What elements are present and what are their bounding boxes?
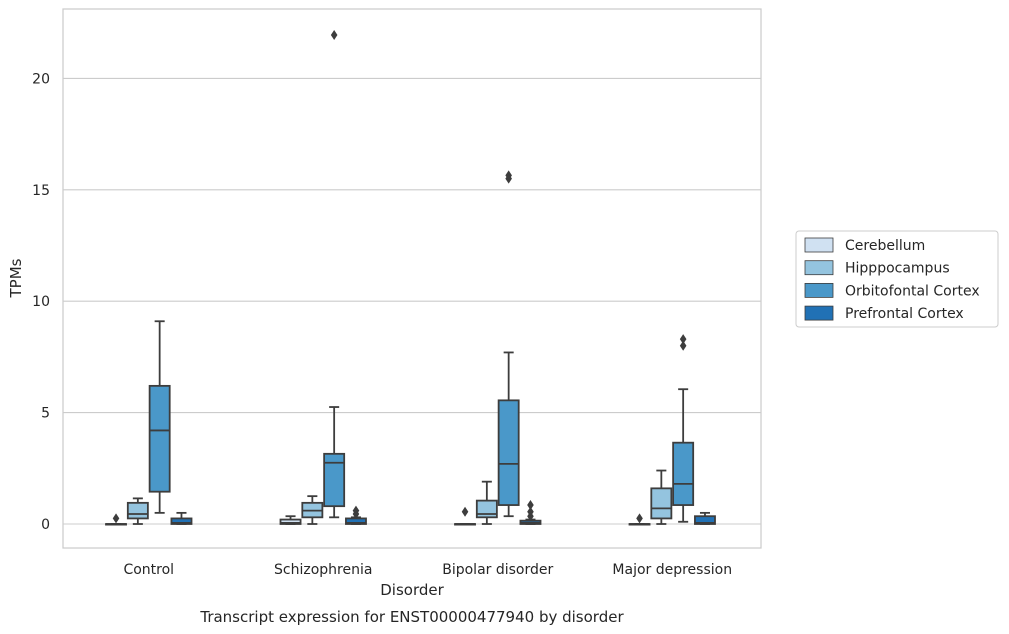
box <box>497 170 520 518</box>
x-axis-title: Disorder <box>380 581 444 599</box>
y-axis-title: TPMs <box>7 258 25 298</box>
box <box>323 29 346 519</box>
legend-label: Cerebellum <box>845 238 925 254</box>
box-body <box>148 384 171 493</box>
boxes <box>105 29 716 526</box>
box <box>279 515 302 525</box>
outlier-point <box>636 513 643 524</box>
box <box>454 506 476 526</box>
box-body <box>497 399 520 506</box>
legend-swatch <box>804 260 834 276</box>
outlier-point <box>461 506 469 517</box>
box-body <box>170 517 193 525</box>
legend-label: Hipppocampus <box>845 261 950 277</box>
box <box>650 469 673 525</box>
legend-label: Prefrontal Cortex <box>845 306 964 322</box>
box <box>672 334 695 523</box>
y-tick-label: 15 <box>32 183 50 199</box>
box <box>345 505 367 525</box>
y-tick-label: 10 <box>32 294 50 310</box>
legend-swatch <box>804 282 834 298</box>
x-tick-labels: Control Schizophrenia Bipolar disorder Majo… <box>123 562 732 578</box>
outlier-point <box>679 334 687 345</box>
outlier-point <box>679 340 687 351</box>
box-body <box>650 487 673 520</box>
box-body <box>126 501 149 520</box>
box <box>475 480 498 525</box>
box <box>628 513 651 526</box>
box <box>694 511 716 525</box>
legend-frame <box>795 230 999 328</box>
y-tick-label: 0 <box>41 517 50 533</box>
outlier-point <box>527 506 534 517</box>
box-body <box>694 515 716 525</box>
box <box>301 495 324 525</box>
chart-title: Transcript expression for ENST0000047794… <box>199 608 624 626</box>
x-tick-label: Bipolar disorder <box>442 562 553 578</box>
x-tick-label: Major depression <box>612 562 732 578</box>
box <box>105 513 127 526</box>
y-tick-labels: 0 5 10 15 20 <box>32 71 50 533</box>
plot-area <box>62 8 762 549</box>
box <box>148 320 171 514</box>
outlier-point <box>352 505 360 516</box>
box <box>519 500 542 525</box>
y-tick-label: 5 <box>41 406 50 422</box>
box-body <box>323 452 346 508</box>
box <box>126 497 149 525</box>
legend: Cerebellum Hipppocampus Orbitofontal Corte… <box>795 230 999 328</box>
box <box>170 511 193 525</box>
outlier-point <box>330 29 338 40</box>
legend-label: Orbitofontal Cortex <box>845 283 980 299</box>
outlier-point <box>527 500 534 511</box>
legend-swatch <box>804 305 834 321</box>
y-tick-label: 20 <box>32 71 50 87</box>
box-body <box>279 518 302 525</box>
x-tick-label: Control <box>123 562 174 578</box>
legend-swatch <box>804 237 834 253</box>
box-body <box>672 441 695 506</box>
x-tick-label: Schizophrenia <box>274 562 372 578</box>
outlier-point <box>505 170 512 181</box>
outlier-point <box>112 513 120 524</box>
